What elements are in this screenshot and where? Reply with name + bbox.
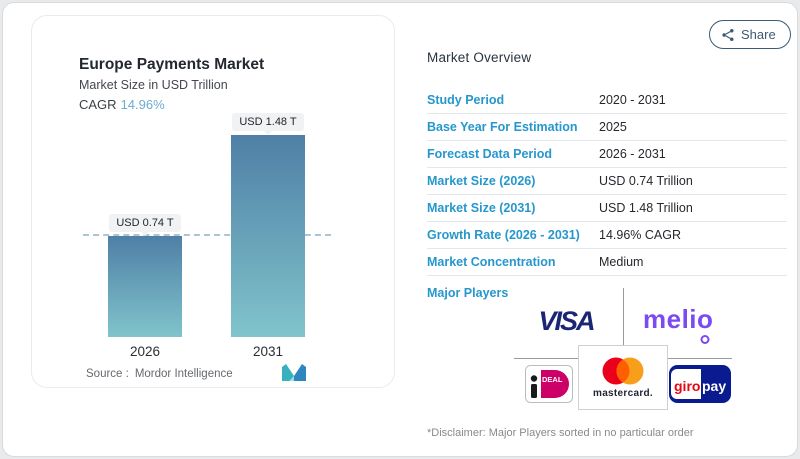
svg-text:DEAL: DEAL	[542, 375, 563, 384]
giropay-logo: giro pay	[669, 365, 731, 403]
chart-subtitle: Market Size in USD Trillion	[79, 78, 228, 92]
row-value: 14.96% CAGR	[599, 228, 681, 242]
visa-logo: VISA	[538, 306, 595, 336]
row-label: Forecast Data Period	[427, 147, 553, 161]
disclaimer-text: *Disclaimer: Major Players sorted in no …	[427, 427, 694, 439]
table-row: Market Size (2026) USD 0.74 Trillion	[427, 168, 787, 195]
row-label: Study Period	[427, 93, 505, 107]
chart-card: Europe Payments Market Market Size in US…	[31, 15, 395, 388]
table-row: Study Period 2020 - 2031	[427, 87, 787, 114]
reference-dashed-line	[83, 234, 331, 236]
source-value: Mordor Intelligence	[134, 368, 233, 380]
chart-title: Europe Payments Market	[79, 56, 265, 73]
bar-rect-2031	[231, 135, 305, 337]
major-players-label: Major Players	[427, 286, 509, 300]
melio-text: meli	[643, 304, 698, 334]
svg-text:pay: pay	[702, 378, 726, 394]
cagr-label: CAGR	[79, 97, 117, 112]
mordor-intelligence-logo-icon	[282, 364, 306, 381]
row-value: 2020 - 2031	[599, 93, 666, 107]
bar-2031: USD 1.48 T 2031	[231, 113, 305, 359]
bar-2026: USD 0.74 T 2026	[108, 214, 182, 359]
bar-rect-2026	[108, 236, 182, 337]
melio-o-ring: o	[697, 304, 714, 334]
table-row: Market Size (2031) USD 1.48 Trillion	[427, 195, 787, 222]
table-row: Market Concentration Medium	[427, 249, 787, 276]
row-value: USD 1.48 Trillion	[599, 201, 693, 215]
table-row: Forecast Data Period 2026 - 2031	[427, 141, 787, 168]
row-label: Growth Rate (2026 - 2031)	[427, 228, 580, 242]
mastercard-circles-icon	[602, 357, 644, 385]
table-row: Growth Rate (2026 - 2031) 14.96% CAGR	[427, 222, 787, 249]
mastercard-logo: mastercard.	[578, 345, 668, 410]
row-label: Market Size (2026)	[427, 174, 536, 188]
bar-value-label-2031: USD 1.48 T	[232, 113, 304, 131]
mastercard-wordmark: mastercard.	[593, 388, 653, 399]
svg-text:giro: giro	[674, 378, 700, 394]
chart-cagr: CAGR 14.96%	[79, 97, 165, 112]
source-attribution: Source : Mordor Intelligence	[86, 368, 233, 380]
row-value: Medium	[599, 255, 644, 269]
players-grid-vertical-divider	[623, 288, 624, 345]
row-label: Market Size (2031)	[427, 201, 536, 215]
cagr-value: 14.96%	[120, 97, 165, 112]
overview-heading: Market Overview	[427, 50, 532, 65]
share-button-label: Share	[741, 27, 776, 42]
share-button[interactable]: Share	[709, 20, 791, 49]
players-grid-horizontal-divider-left	[514, 358, 578, 359]
players-grid-horizontal-divider-right	[668, 358, 732, 359]
melio-logo: melio	[643, 304, 713, 335]
row-value: 2025	[599, 120, 627, 134]
row-value: USD 0.74 Trillion	[599, 174, 693, 188]
row-label: Base Year For Estimation	[427, 120, 578, 134]
row-label: Market Concentration	[427, 255, 556, 269]
x-tick-2026: 2026	[129, 344, 161, 359]
overview-table: Study Period 2020 - 2031 Base Year For E…	[427, 87, 787, 276]
ideal-logo: DEAL	[525, 365, 573, 403]
table-row: Base Year For Estimation 2025	[427, 114, 787, 141]
row-value: 2026 - 2031	[599, 147, 666, 161]
x-tick-2031: 2031	[252, 344, 284, 359]
source-label: Source :	[86, 368, 129, 380]
bar-value-label-2026: USD 0.74 T	[109, 214, 181, 232]
share-icon	[722, 28, 734, 41]
